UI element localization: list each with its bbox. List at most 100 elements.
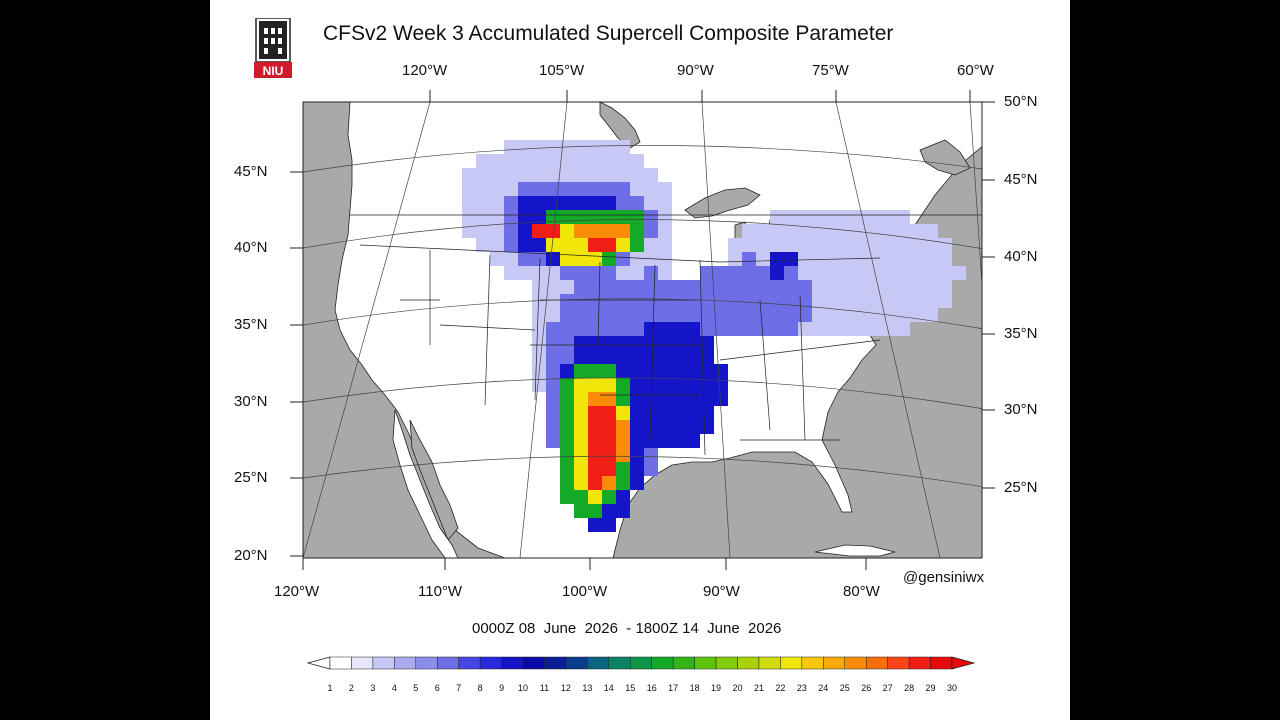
right-lat-label: 40°N <box>1004 248 1038 265</box>
ticks <box>290 90 995 570</box>
colorbar-swatch <box>544 656 567 670</box>
scp-cell <box>504 182 518 196</box>
scp-field <box>462 140 966 532</box>
scp-cell <box>756 238 770 252</box>
scp-cell <box>532 168 546 182</box>
scp-cell <box>658 210 672 224</box>
scp-cell <box>686 392 700 406</box>
scp-cell <box>574 434 588 448</box>
scp-cell <box>658 336 672 350</box>
colorbar-swatch <box>394 656 417 670</box>
gulf-of-st-lawrence <box>919 139 971 176</box>
scp-cell <box>504 168 518 182</box>
scp-cell <box>868 238 882 252</box>
scp-cell <box>700 294 714 308</box>
scp-cell <box>644 238 658 252</box>
scp-cell <box>812 210 826 224</box>
scp-cell <box>742 322 756 336</box>
scp-cell <box>574 364 588 378</box>
scp-cell <box>616 406 630 420</box>
scp-cell <box>742 224 756 238</box>
scp-cell <box>504 238 518 252</box>
scp-cell <box>504 210 518 224</box>
left-lat-label: 35°N <box>234 316 268 333</box>
scp-cell <box>504 224 518 238</box>
scp-cell <box>896 238 910 252</box>
scp-cell <box>910 238 924 252</box>
scp-cell <box>616 504 630 518</box>
scp-cell <box>672 322 686 336</box>
scp-cell <box>700 322 714 336</box>
scp-cell <box>658 434 672 448</box>
scp-cell <box>630 406 644 420</box>
scp-cell <box>910 294 924 308</box>
scp-cell <box>560 168 574 182</box>
scp-cell <box>588 434 602 448</box>
scp-cell <box>812 224 826 238</box>
colorbar-tick-label: 14 <box>603 683 614 693</box>
scp-cell <box>588 238 602 252</box>
scp-cell <box>896 280 910 294</box>
colorbar-tick-label: 7 <box>456 683 462 693</box>
gulf-of-california <box>409 419 459 541</box>
scp-cell <box>644 420 658 434</box>
scp-cell <box>546 434 560 448</box>
scp-cell <box>490 210 504 224</box>
scp-cell <box>602 280 616 294</box>
scp-cell <box>476 210 490 224</box>
scp-cell <box>546 168 560 182</box>
scp-cell <box>826 280 840 294</box>
scp-cell <box>560 350 574 364</box>
scp-cell <box>658 266 672 280</box>
scp-cell <box>574 448 588 462</box>
scp-cell <box>602 154 616 168</box>
scp-cell <box>784 280 798 294</box>
scp-cell <box>560 420 574 434</box>
scp-cell <box>700 266 714 280</box>
colorbar-swatch <box>844 656 867 670</box>
scp-cell <box>896 210 910 224</box>
scp-cell <box>658 182 672 196</box>
colorbar-swatch <box>522 656 545 670</box>
scp-cell <box>882 238 896 252</box>
scp-cell <box>532 350 546 364</box>
scp-cell <box>868 308 882 322</box>
bottom-lon-label: 90°W <box>703 583 740 600</box>
scp-cell <box>602 504 616 518</box>
scp-cell <box>924 224 938 238</box>
scp-cell <box>826 266 840 280</box>
scp-cell <box>588 252 602 266</box>
scp-cell <box>546 378 560 392</box>
scp-cell <box>630 420 644 434</box>
scp-cell <box>560 448 574 462</box>
colorbar-tick-label: 6 <box>434 683 440 693</box>
scp-cell <box>588 308 602 322</box>
scp-cell <box>602 364 616 378</box>
colorbar-swatch <box>823 656 846 670</box>
scp-cell <box>812 322 826 336</box>
scp-cell <box>560 364 574 378</box>
scp-cell <box>574 504 588 518</box>
colorbar-tick-label: 5 <box>413 683 419 693</box>
colorbar-tick-label: 15 <box>625 683 636 693</box>
scp-cell <box>686 434 700 448</box>
scp-cell <box>574 252 588 266</box>
scp-cell <box>658 238 672 252</box>
scp-cell <box>826 294 840 308</box>
scp-cell <box>532 252 546 266</box>
scp-cell <box>490 154 504 168</box>
colorbar-min-arrow <box>306 656 331 670</box>
right-lat-label: 25°N <box>1004 479 1038 496</box>
scp-cell <box>728 294 742 308</box>
map-title: CFSv2 Week 3 Accumulated Supercell Compo… <box>323 22 894 45</box>
scp-cell <box>826 308 840 322</box>
top-lon-label: 120°W <box>402 62 448 79</box>
scp-cell <box>812 294 826 308</box>
scp-cell <box>700 364 714 378</box>
colorbar-tick-label: 21 <box>753 683 764 693</box>
colorbar-tick-label: 25 <box>839 683 850 693</box>
scp-cell <box>602 518 616 532</box>
scp-cell <box>532 336 546 350</box>
scp-cell <box>518 140 532 154</box>
scp-cell <box>630 252 644 266</box>
